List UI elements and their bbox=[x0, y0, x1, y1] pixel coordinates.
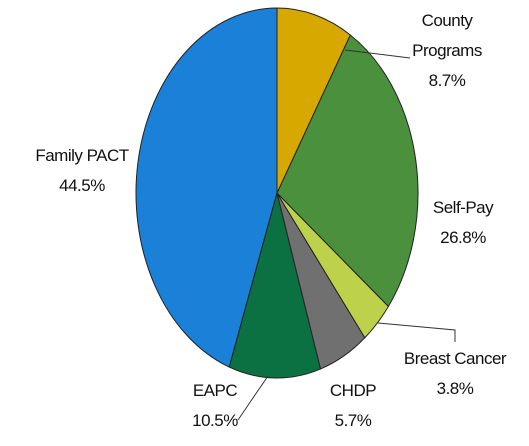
leader-line bbox=[344, 49, 411, 59]
category-label: CHDP bbox=[329, 381, 377, 400]
category-label: Self-Pay bbox=[432, 198, 494, 217]
category-label: County Programs bbox=[412, 11, 482, 60]
slice-label: Self-Pay 26.8% bbox=[403, 193, 523, 253]
slice-label: EAPC 10.5% bbox=[165, 376, 265, 436]
slice-label: CHDP 5.7% bbox=[303, 376, 403, 436]
value-label: 3.8% bbox=[436, 379, 474, 398]
pie-slice bbox=[276, 34, 419, 308]
slice-label: Breast Cancer 3.8% bbox=[380, 344, 529, 404]
value-label: 44.5% bbox=[59, 176, 105, 195]
pie-slice bbox=[228, 191, 322, 379]
slice-label: County Programs 8.7% bbox=[402, 6, 492, 96]
value-label: 8.7% bbox=[428, 71, 466, 90]
slice-label: Family PACT 44.5% bbox=[12, 141, 152, 201]
value-label: 5.7% bbox=[334, 411, 372, 430]
pie-slice bbox=[135, 7, 278, 368]
value-label: 10.5% bbox=[192, 411, 238, 430]
pie-slice bbox=[276, 7, 351, 194]
category-label: EAPC bbox=[192, 381, 238, 400]
category-label: Breast Cancer bbox=[403, 349, 507, 368]
leader-line bbox=[237, 375, 269, 421]
leader-line bbox=[377, 322, 456, 342]
category-label: Family PACT bbox=[35, 146, 129, 165]
value-label: 26.8% bbox=[440, 228, 486, 247]
